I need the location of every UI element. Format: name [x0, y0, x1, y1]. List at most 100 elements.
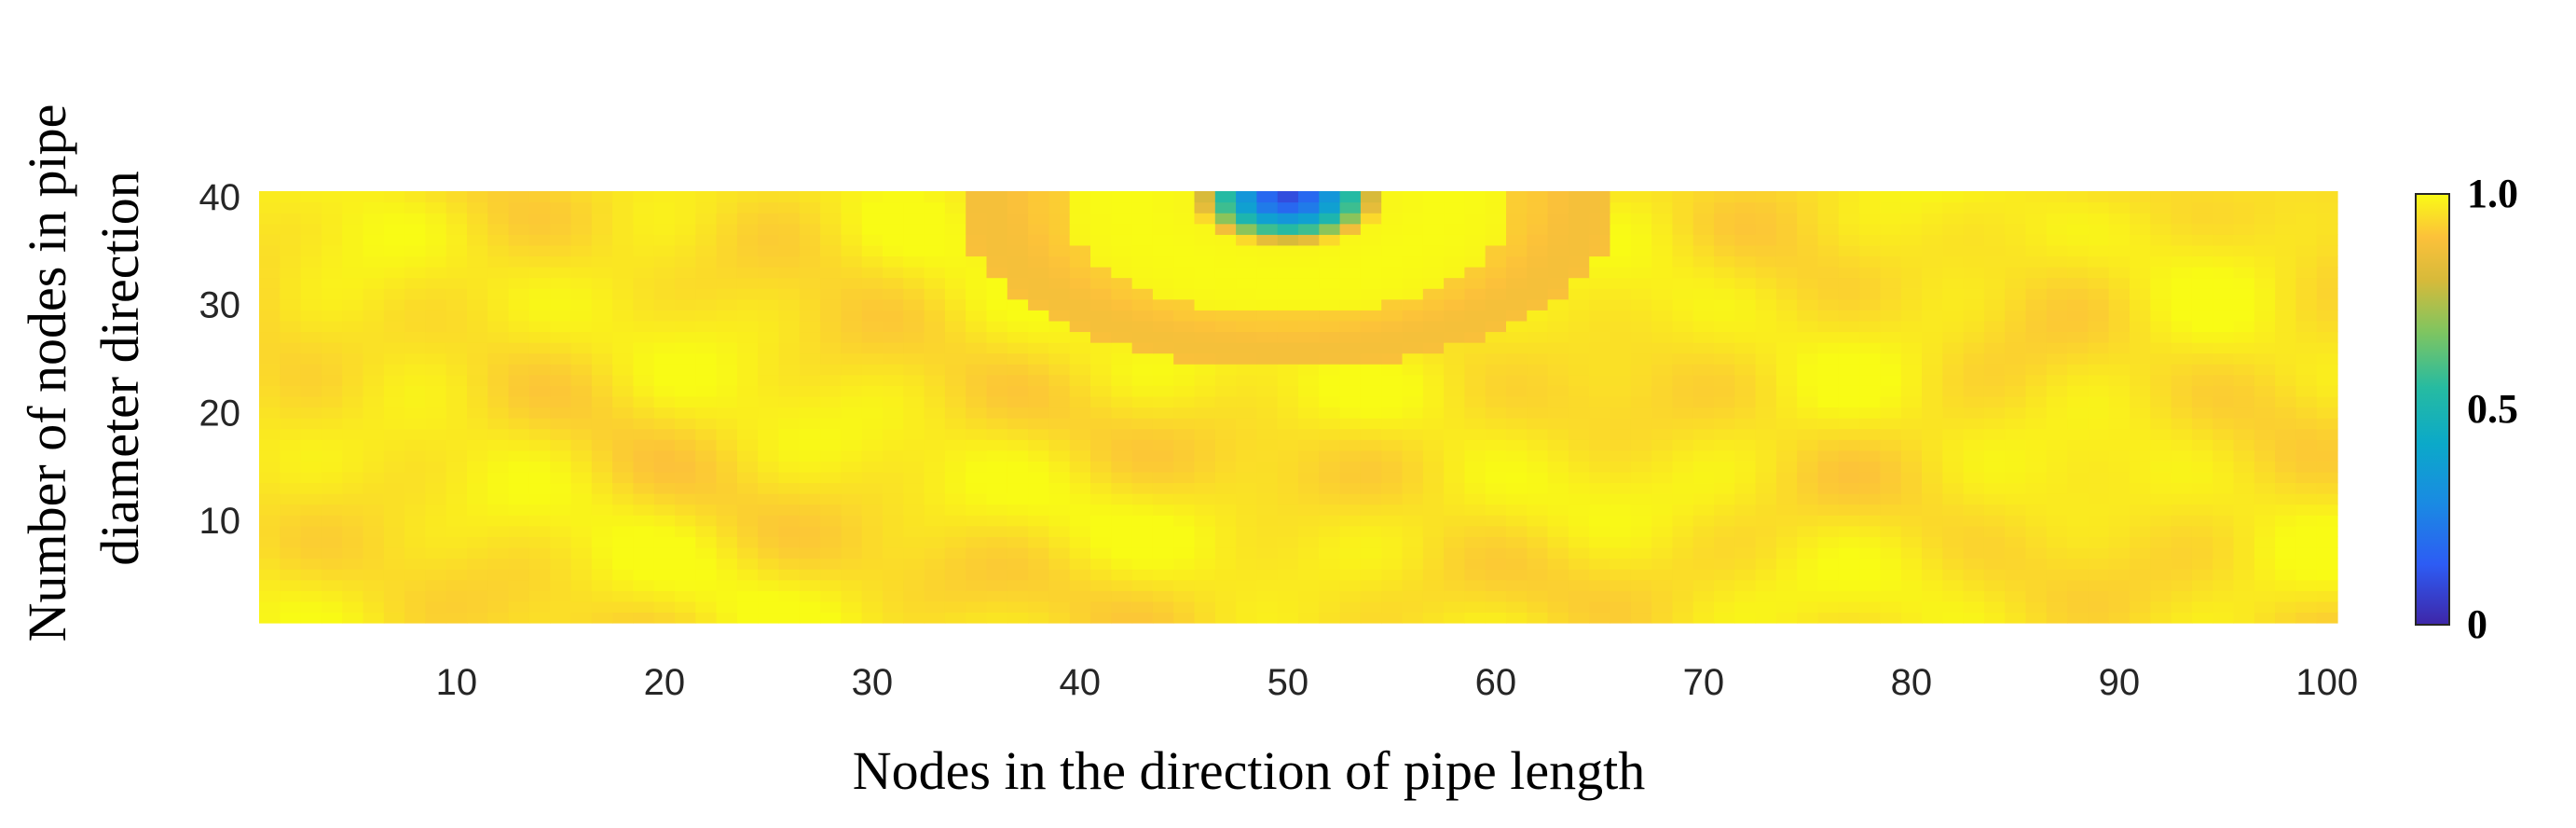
heatmap-cell [883, 255, 904, 268]
heatmap-cell [653, 255, 676, 268]
heatmap-cell [363, 471, 385, 484]
heatmap-cell [1339, 569, 1362, 581]
heatmap-cell [1194, 493, 1216, 505]
heatmap-cell [2295, 418, 2318, 430]
heatmap-cell [1672, 267, 1694, 279]
heatmap-cell [1007, 590, 1029, 602]
heatmap-cell [1900, 569, 1923, 581]
heatmap-cell [2316, 569, 2338, 581]
heatmap-cell [1692, 579, 1715, 591]
heatmap-cell [695, 504, 718, 516]
heatmap-cell [2046, 558, 2068, 570]
heatmap-cell [1090, 579, 1112, 591]
heatmap-cell [1880, 546, 1902, 559]
heatmap-cell [1360, 536, 1382, 548]
heatmap-cell [1048, 449, 1071, 462]
heatmap-cell [1568, 515, 1590, 527]
heatmap-cell [2233, 364, 2255, 376]
heatmap-cell [1422, 374, 1445, 386]
heatmap-cell [841, 493, 863, 505]
heatmap-cell [675, 504, 696, 516]
heatmap-cell [2254, 461, 2276, 473]
heatmap-cell [2150, 244, 2172, 257]
heatmap-cell [1817, 569, 1840, 581]
heatmap-cell [2025, 213, 2048, 225]
heatmap-cell [1339, 277, 1362, 289]
heatmap-cell [1755, 352, 1777, 365]
heatmap-cell [2233, 342, 2255, 354]
heatmap-cell [903, 364, 925, 376]
heatmap-cell [1692, 546, 1715, 559]
heatmap-cell [944, 342, 966, 354]
heatmap-cell [1568, 223, 1590, 235]
heatmap-cell [2025, 288, 2048, 300]
heatmap-cell [1111, 234, 1133, 246]
heatmap-cell [2191, 546, 2213, 559]
heatmap-cell [1963, 352, 1985, 365]
heatmap-cell [467, 493, 488, 505]
heatmap-cell [861, 504, 884, 516]
heatmap-cell [695, 255, 718, 268]
heatmap-cell [342, 234, 364, 246]
heatmap-cell [1422, 213, 1445, 225]
heatmap-cell [570, 352, 593, 365]
heatmap-cell [2233, 191, 2255, 203]
heatmap-cell [758, 579, 780, 591]
heatmap-cell [2254, 244, 2276, 257]
heatmap-cell [2067, 395, 2089, 408]
heatmap-cell [2108, 277, 2131, 289]
heatmap-cell [1755, 590, 1777, 602]
heatmap-cell [2295, 298, 2318, 310]
heatmap-cell [944, 213, 966, 225]
heatmap-cell [591, 600, 613, 614]
heatmap-cell [2295, 255, 2318, 268]
heatmap-cell [2254, 439, 2276, 451]
heatmap-cell [1236, 579, 1257, 591]
heatmap-cell [1900, 449, 1923, 462]
heatmap-cell [758, 449, 780, 462]
heatmap-cell [1922, 546, 1943, 559]
heatmap-cell [1007, 536, 1029, 548]
heatmap-cell [1402, 342, 1424, 354]
heatmap-cell [1838, 461, 1860, 473]
heatmap-cell [1007, 234, 1029, 246]
heatmap-cell [570, 536, 593, 548]
heatmap-cell [944, 493, 966, 505]
heatmap-cell [633, 590, 655, 602]
heatmap-cell [1547, 407, 1569, 419]
heatmap-cell [2088, 244, 2110, 257]
heatmap-cell [591, 320, 613, 333]
heatmap-cell [820, 234, 842, 246]
heatmap-cell [986, 461, 1008, 473]
heatmap-cell [591, 255, 613, 268]
heatmap-cell [1755, 579, 1777, 591]
heatmap-cell [1090, 298, 1112, 310]
heatmap-cell [2316, 255, 2338, 268]
heatmap-cell [924, 331, 946, 343]
heatmap-cell [1880, 385, 1902, 397]
heatmap-cell [1672, 364, 1694, 376]
heatmap-cell [528, 385, 551, 397]
heatmap-cell [695, 364, 718, 376]
heatmap-cell [591, 612, 613, 624]
heatmap-cell [2005, 277, 2027, 289]
heatmap-cell [903, 504, 925, 516]
heatmap-cell [1527, 590, 1549, 602]
heatmap-cell [1194, 310, 1216, 322]
heatmap-cell [966, 428, 988, 440]
heatmap-cell [1214, 201, 1237, 214]
heatmap-cell [1381, 298, 1404, 310]
heatmap-cell [2171, 428, 2193, 440]
heatmap-cell [1381, 449, 1404, 462]
heatmap-cell [716, 569, 738, 581]
heatmap-cell [1942, 342, 1965, 354]
heatmap-cell [1589, 493, 1611, 505]
heatmap-cell [487, 364, 510, 376]
heatmap-cell [1610, 461, 1632, 473]
heatmap-cell [1755, 244, 1777, 257]
heatmap-cell [1963, 428, 1985, 440]
heatmap-cell [653, 364, 676, 376]
heatmap-cell [1880, 493, 1902, 505]
heatmap-cell [2213, 504, 2235, 516]
heatmap-cell [986, 579, 1008, 591]
